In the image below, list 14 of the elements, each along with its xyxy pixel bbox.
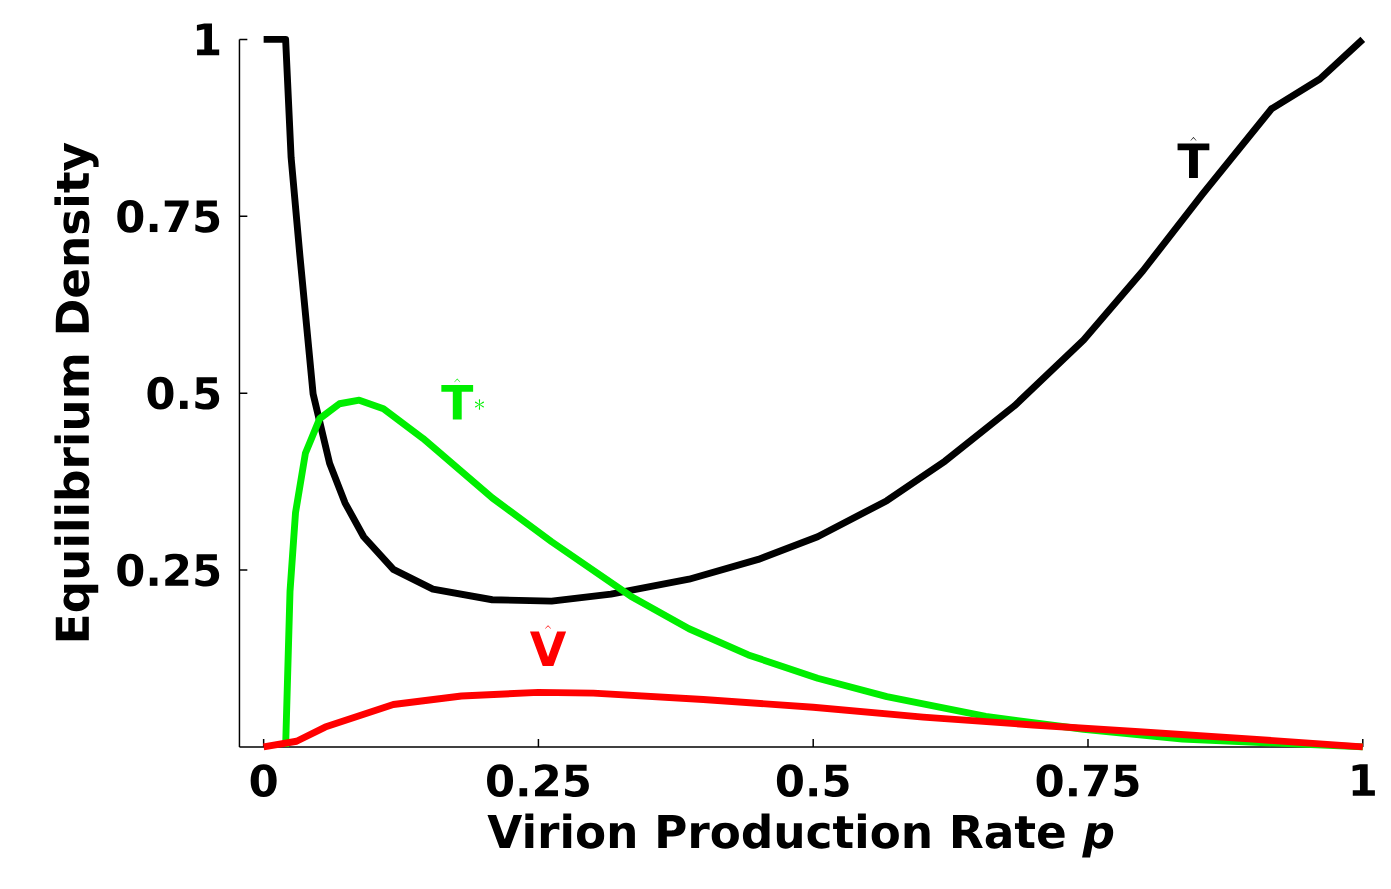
x-tick-label: 0.75: [1036, 764, 1139, 798]
x-tick-label: 0: [250, 764, 277, 798]
y-axis-title: Equilibrium Density: [54, 142, 99, 641]
text: $\hat{\mathbf{T}}^{*}$: [441, 378, 484, 420]
x-axis-title: Virion Production Rate p: [487, 813, 1114, 858]
y-tick-label: 0.25: [117, 553, 220, 587]
series-label: $\hat{\mathbf{T}}$: [1177, 137, 1210, 179]
x-tick-label: 0.25: [487, 764, 589, 798]
y-tick-label: 0.5: [147, 376, 220, 410]
y-tick-label: 0.75: [117, 199, 220, 233]
x-tick-label: 0.5: [776, 764, 849, 798]
x-tick-label: 1: [1352, 764, 1375, 796]
text: $\hat{\mathbf{V}}$: [529, 625, 567, 667]
y-tick-label: 1: [196, 23, 220, 56]
